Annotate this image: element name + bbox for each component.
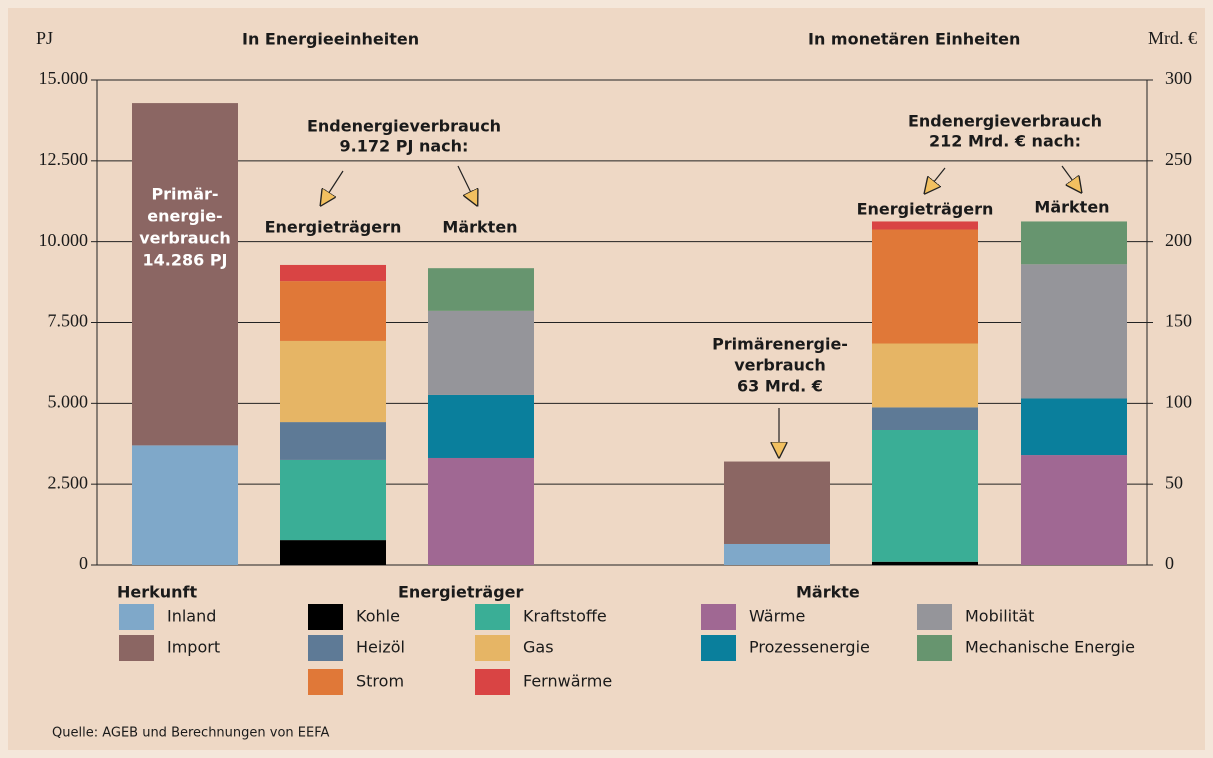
y2-tick-label: 150 [1165, 311, 1192, 331]
bar-segment [132, 103, 238, 446]
bar-segment [280, 281, 386, 341]
legend-label: Prozessenergie [749, 638, 870, 657]
bar-segment [872, 343, 978, 408]
legend-label: Inland [167, 607, 216, 626]
annotation: Primär- [151, 185, 218, 204]
legend-label: Strom [356, 672, 404, 691]
bar-segment [280, 459, 386, 541]
annotation: Energieträgern [265, 218, 402, 237]
bar-segment [280, 340, 386, 423]
legend-label: Kohle [356, 607, 400, 626]
legend-label: Mechanische Energie [965, 638, 1135, 657]
legend-title: Energieträger [398, 583, 523, 602]
y-tick-label: 15.000 [39, 68, 89, 88]
bar-segment [872, 561, 978, 565]
y2-tick-label: 100 [1165, 391, 1192, 411]
arrows [321, 165, 1081, 457]
y2-tick-label: 50 [1165, 472, 1183, 492]
bar-segment [280, 540, 386, 565]
y2-tick-label: 300 [1165, 68, 1192, 88]
legend-swatch [917, 604, 952, 630]
left-title: In Energieeinheiten [242, 30, 419, 49]
legend-swatch [308, 669, 343, 695]
source: Quelle: AGEB und Berechnungen von EEFA [52, 726, 329, 741]
bar-segment [1021, 264, 1127, 399]
legend-swatch [308, 635, 343, 661]
legend-swatch [119, 635, 154, 661]
legend-swatch [475, 635, 510, 661]
annotation: Märkten [1034, 198, 1109, 217]
annotation: 212 Mrd. € nach: [929, 132, 1081, 151]
bar-segment [724, 461, 830, 544]
legend-swatch [701, 635, 736, 661]
bar-segment [872, 430, 978, 562]
arrow [321, 170, 344, 205]
annotation: Märkten [442, 218, 517, 237]
bar-segment [1021, 221, 1127, 265]
legend-label: Import [167, 638, 220, 657]
legend-swatch [119, 604, 154, 630]
bar-segment [872, 229, 978, 344]
legend-label: Wärme [749, 607, 805, 626]
bar-segment [280, 422, 386, 460]
y-tick-label: 12.500 [39, 149, 89, 169]
legend-swatch [475, 669, 510, 695]
bar-segment [280, 264, 386, 282]
annotation: 63 Mrd. € [737, 377, 823, 396]
legend-label: Heizöl [356, 638, 405, 657]
bar-segment [872, 221, 978, 230]
bar-segment [428, 310, 534, 395]
y-tick-label: 10.000 [39, 230, 89, 250]
arrow [1061, 165, 1081, 192]
legend-title: Herkunft [117, 583, 198, 602]
legend-label: Gas [523, 638, 554, 657]
annotation: Energieträgern [857, 200, 994, 219]
bar-segment [428, 394, 534, 458]
legend-label: Kraftstoffe [523, 607, 607, 626]
annotation: Endenergieverbrauch [908, 112, 1102, 131]
annotation: verbrauch [734, 356, 826, 375]
legend-swatch [701, 604, 736, 630]
y-tick-label: 7.500 [48, 311, 89, 331]
arrow [925, 167, 946, 193]
annotation: Primärenergie- [712, 335, 848, 354]
annotation: energie- [147, 207, 222, 226]
bar-segment [724, 543, 830, 565]
bar-segment [1021, 398, 1127, 456]
y-tick-label: 5.000 [48, 391, 89, 411]
bar-segment [1021, 455, 1127, 565]
legend-swatch [308, 604, 343, 630]
y2-tick-label: 200 [1165, 230, 1192, 250]
annotation: Endenergieverbrauch [307, 117, 501, 136]
legend-swatch [475, 604, 510, 630]
legend-title: Märkte [796, 583, 860, 602]
right-title: In monetären Einheiten [808, 30, 1020, 49]
y-tick-label: 2.500 [48, 472, 89, 492]
legend-label: Mobilität [965, 607, 1034, 626]
annotation: verbrauch [139, 229, 231, 248]
annotation: 9.172 PJ nach: [340, 137, 469, 156]
legend-label: Fernwärme [523, 672, 612, 691]
arrow [457, 165, 477, 205]
legend-swatch [917, 635, 952, 661]
plot-frame [96, 79, 1148, 566]
bar-segment [428, 268, 534, 311]
bar-segment [428, 457, 534, 565]
bar-segment [132, 445, 238, 565]
y2-tick-label: 0 [1165, 553, 1174, 573]
y2-tick-label: 250 [1165, 149, 1192, 169]
y-tick-label: 0 [79, 553, 88, 573]
annotation: 14.286 PJ [143, 251, 228, 270]
right-axis-label: Mrd. € [1148, 28, 1197, 48]
left-axis-label: PJ [36, 28, 53, 48]
bar-segment [872, 407, 978, 431]
